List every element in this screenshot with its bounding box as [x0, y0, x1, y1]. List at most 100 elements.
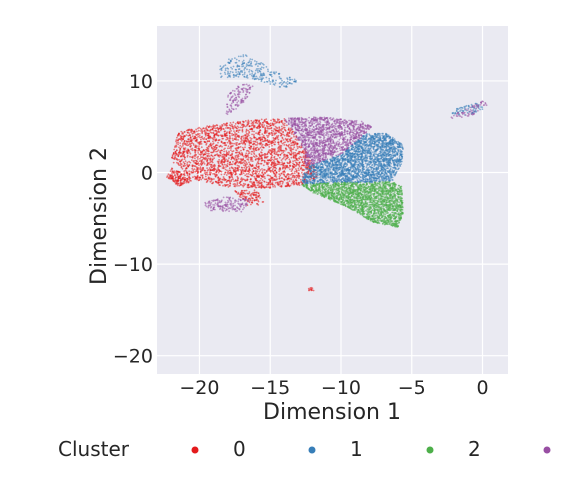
data-point — [253, 130, 255, 133]
data-point — [270, 131, 273, 134]
data-point — [249, 180, 252, 183]
data-point — [186, 131, 189, 134]
data-point — [274, 141, 277, 143]
data-point — [238, 184, 240, 187]
data-point — [280, 139, 283, 142]
data-point — [180, 135, 183, 138]
data-point — [199, 171, 202, 174]
data-point — [291, 152, 293, 155]
data-point — [230, 179, 233, 181]
data-point — [265, 156, 268, 158]
data-point — [212, 181, 215, 184]
data-point — [370, 140, 372, 142]
data-point — [212, 136, 215, 139]
data-point — [261, 149, 263, 151]
data-point — [254, 141, 257, 143]
data-point — [257, 173, 260, 175]
data-point — [183, 147, 186, 150]
data-point — [300, 171, 303, 174]
data-point — [233, 180, 236, 183]
data-point — [358, 148, 360, 150]
data-point — [198, 149, 201, 151]
data-point — [282, 123, 285, 126]
data-point — [221, 181, 224, 184]
data-point — [253, 166, 256, 169]
data-point — [352, 178, 355, 181]
data-point — [250, 137, 253, 140]
data-point — [371, 163, 374, 166]
data-point — [183, 153, 186, 156]
data-point — [294, 143, 296, 145]
data-point — [275, 153, 278, 155]
data-point — [269, 183, 272, 186]
data-point — [277, 153, 280, 156]
data-point — [247, 129, 250, 132]
data-point — [218, 160, 220, 163]
data-point — [228, 147, 231, 150]
data-point — [226, 160, 229, 163]
data-point — [177, 141, 180, 144]
data-point — [383, 139, 385, 142]
data-point — [204, 169, 207, 172]
data-point — [225, 136, 228, 139]
data-point — [188, 176, 191, 179]
data-point — [261, 143, 264, 146]
data-point — [257, 195, 260, 198]
data-point — [275, 121, 278, 123]
data-point — [251, 133, 254, 136]
data-point — [298, 152, 301, 155]
data-point — [300, 181, 303, 184]
data-point — [385, 139, 387, 142]
data-point — [276, 182, 279, 184]
data-point — [243, 139, 246, 141]
data-point — [272, 185, 274, 188]
data-point — [240, 149, 242, 152]
data-point — [293, 182, 296, 185]
data-point — [250, 153, 253, 156]
data-point — [258, 148, 260, 151]
data-point — [284, 176, 287, 178]
data-point — [272, 141, 275, 144]
data-point — [358, 160, 361, 163]
data-point — [245, 196, 248, 198]
data-point — [279, 180, 282, 183]
data-point — [216, 144, 219, 147]
data-point — [271, 168, 274, 171]
data-point — [287, 162, 289, 165]
data-point — [217, 149, 220, 152]
data-point — [261, 154, 264, 157]
data-point — [225, 174, 228, 176]
data-point — [231, 167, 234, 169]
data-point — [357, 145, 360, 148]
data-point — [360, 176, 362, 179]
data-point — [228, 152, 230, 154]
data-point — [201, 160, 203, 163]
data-point — [349, 173, 351, 176]
data-point — [236, 160, 238, 163]
data-point — [185, 129, 188, 132]
data-point — [188, 138, 190, 141]
data-point — [231, 175, 233, 178]
data-point — [179, 138, 181, 141]
data-point — [274, 151, 276, 153]
data-point — [296, 162, 298, 164]
data-point — [286, 133, 288, 136]
data-point — [361, 164, 364, 167]
data-point — [278, 156, 281, 159]
data-point — [363, 143, 366, 145]
data-point — [294, 155, 297, 158]
data-point — [205, 138, 208, 141]
data-point — [248, 134, 250, 137]
data-point — [201, 152, 204, 155]
data-point — [289, 164, 291, 167]
data-point — [258, 124, 261, 127]
data-point — [211, 138, 214, 140]
data-point — [378, 160, 381, 163]
data-point — [179, 177, 182, 180]
data-point — [395, 158, 398, 161]
data-point — [282, 173, 285, 176]
data-point — [183, 158, 186, 161]
data-point — [209, 169, 212, 171]
data-point — [227, 147, 229, 150]
data-point — [232, 172, 235, 174]
